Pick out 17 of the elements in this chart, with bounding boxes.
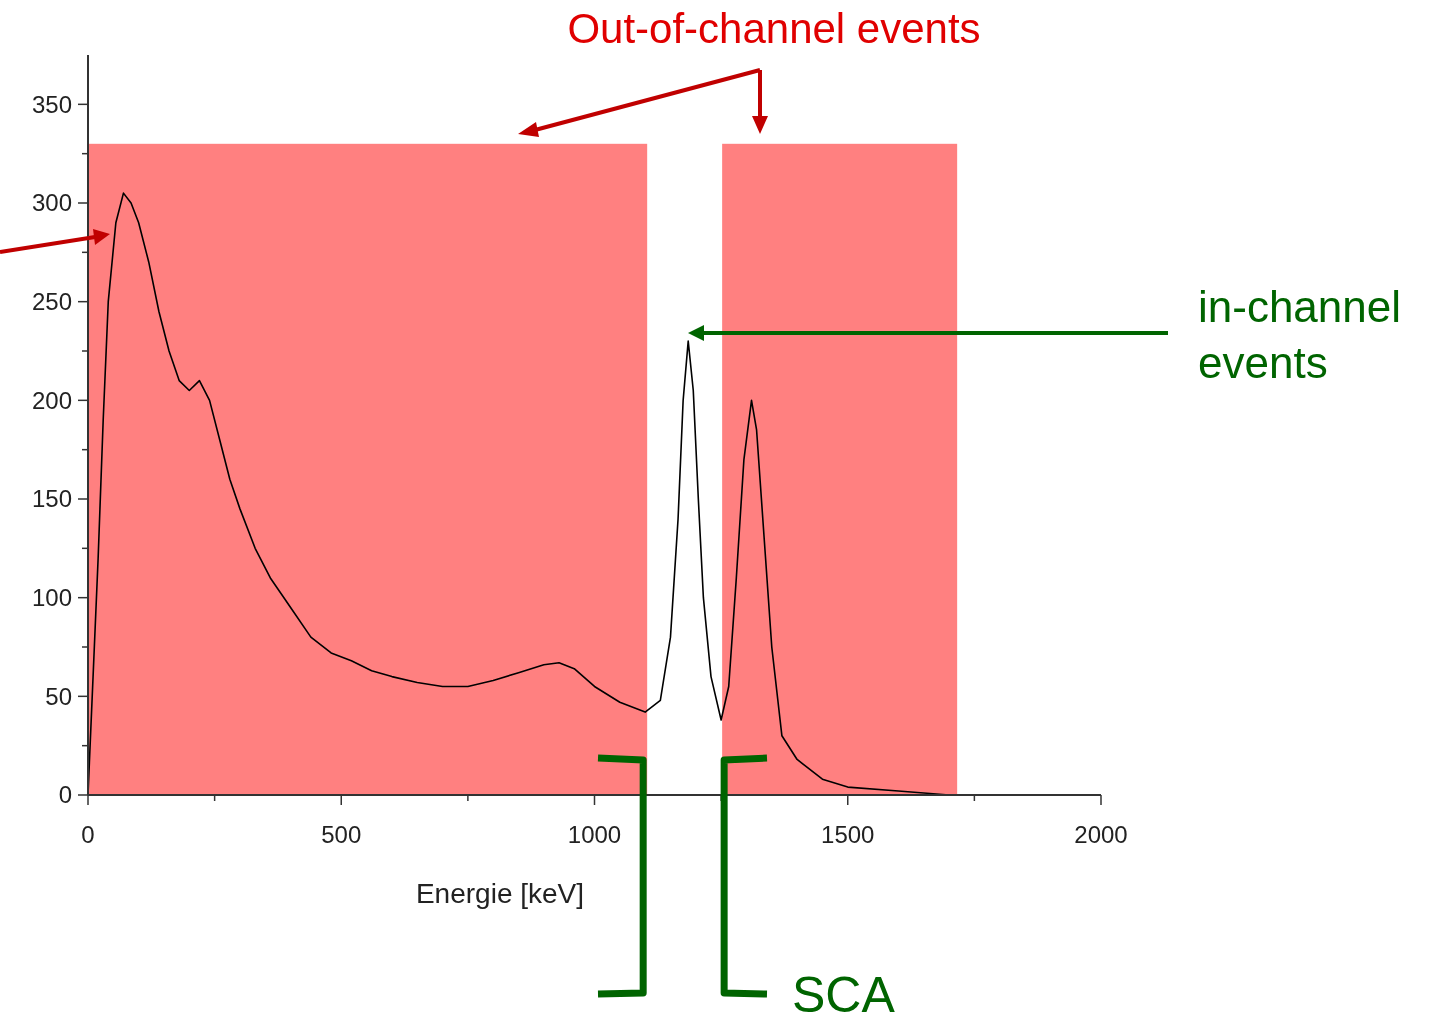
- x-tick-label: 1000: [567, 821, 622, 848]
- text: Out-of-channel events: [567, 5, 981, 52]
- y-tick-label: 250: [31, 288, 72, 316]
- y-tick-label: 200: [31, 386, 72, 414]
- text: SCA: [792, 967, 896, 1016]
- x-tick-label: 500: [321, 821, 362, 848]
- y-tick-label: 0: [58, 781, 72, 809]
- y-tick-label: 300: [31, 189, 72, 217]
- x-tick-label: 0: [81, 821, 95, 848]
- y-tick-label: 50: [45, 682, 72, 710]
- x-tick-label: 2000: [1074, 821, 1128, 848]
- y-tick-label: 150: [31, 485, 72, 513]
- text: in-channel events: [1198, 282, 1402, 387]
- x-tick-label: 1500: [821, 821, 875, 848]
- y-tick-label: 350: [31, 90, 72, 118]
- x-axis-title: Energie [keV]: [415, 878, 585, 909]
- y-tick-label: 100: [31, 584, 72, 612]
